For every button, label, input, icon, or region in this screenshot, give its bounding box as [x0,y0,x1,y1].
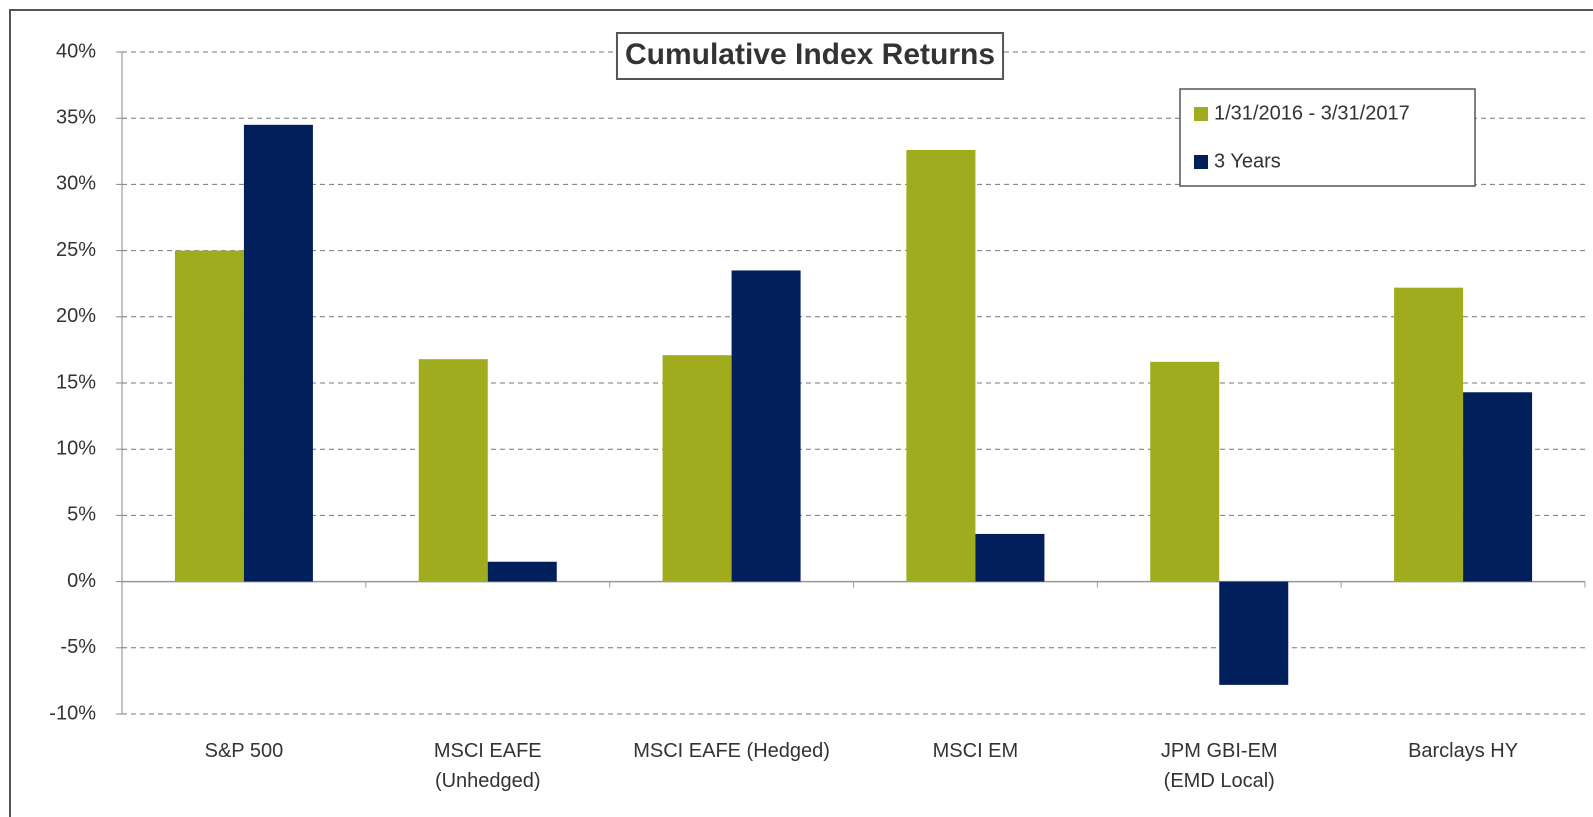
bar [1150,361,1220,582]
y-tick-label: 15% [56,371,96,393]
x-tick-label: S&P 500 [204,740,284,762]
bar [731,270,801,582]
legend-swatch [1194,107,1208,121]
legend-box [1179,88,1476,187]
y-tick-label: 40% [56,40,96,62]
x-tick-label: MSCI EAFE (Hedged) [633,740,830,762]
bar [975,533,1045,582]
chart-title: Cumulative Index Returns [625,38,995,71]
bar [1394,287,1464,582]
bar [662,355,732,582]
x-tick-label: MSCI EM [932,740,1019,762]
bar [174,250,244,582]
y-tick-label: 30% [56,173,96,195]
bar [243,124,313,582]
title-box [615,32,1005,80]
bar [906,149,976,582]
bar [487,561,557,582]
y-tick-label: 0% [67,570,96,592]
outer-border [9,9,1593,817]
x-tick-label: Barclays HY [1408,740,1519,762]
legend-label: 3 Years [1214,150,1281,172]
y-tick-label: 5% [67,504,96,526]
bar [418,359,488,582]
y-tick-label: 25% [56,239,96,261]
y-tick-label: -5% [60,636,96,658]
y-tick-label: 20% [56,305,96,327]
bar [1463,392,1533,582]
y-tick-label: 10% [56,437,96,459]
x-tick-label: MSCI EAFE (Unhedged) [433,740,542,792]
y-tick-label: 35% [56,106,96,128]
y-tick-label: -10% [49,702,96,724]
legend-swatch [1194,155,1208,169]
x-tick-label: JPM GBI-EM (EMD Local) [1160,740,1278,792]
bar [1219,581,1289,685]
legend-label: 1/31/2016 - 3/31/2017 [1214,102,1410,124]
